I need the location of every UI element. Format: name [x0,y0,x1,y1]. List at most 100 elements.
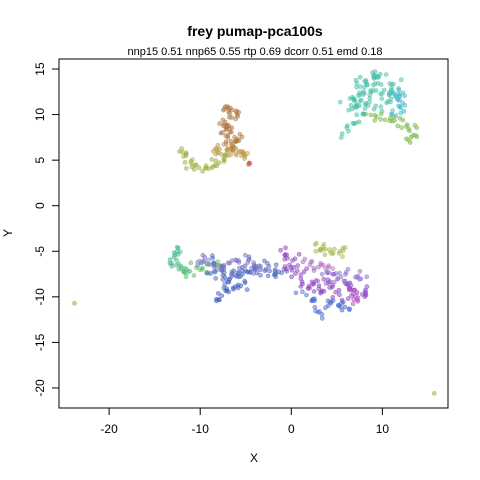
scatter-point [233,139,238,144]
scatter-point [395,97,401,103]
scatter-point [213,276,218,281]
scatter-point [283,245,288,251]
scatter-point [376,75,381,80]
scatter-point [295,263,301,268]
y-tick-label: -10 [33,288,47,306]
scatter-point [402,93,407,99]
scatter-point [167,257,173,262]
scatter-point [408,135,414,140]
scatter-point [332,246,337,252]
x-tick-label: -20 [100,422,118,436]
scatter-point [357,74,363,80]
scatter-point [387,118,393,124]
scatter-point [208,271,213,276]
scatter-point [301,269,307,275]
scatter-point [331,279,337,285]
scatter-point [347,280,352,286]
scatter-point [223,139,229,144]
scatter-point [204,270,209,276]
scatter-point [378,111,384,117]
y-tick-label: 0 [33,202,47,209]
scatter-point [206,257,211,263]
scatter-point [262,258,267,264]
scatter-point [234,153,239,158]
scatter-point [367,92,373,97]
scatter-point [354,297,360,303]
scatter-point [347,307,352,312]
scatter-point [379,96,385,101]
scatter-point [225,104,230,110]
scatter-point [323,281,329,286]
scatter-point [350,291,356,297]
scatter-point [312,304,318,310]
scatter-point [220,272,226,278]
scatter-point [368,112,374,118]
scatter-point [216,297,222,302]
scatter-point [229,125,235,131]
scatter-point [361,111,367,117]
scatter-point [272,267,278,272]
x-axis-label: X [250,451,258,465]
scatter-point [221,107,226,113]
scatter-point [348,102,354,108]
scatter-point [322,252,328,258]
scatter-point [178,265,184,271]
scatter-point [311,289,317,294]
scatter-point [227,114,232,120]
scatter-point [372,118,378,123]
scatter-point [360,92,366,97]
scatter-point [179,146,184,151]
plot-frame [58,58,449,409]
scatter-point [341,278,347,284]
scatter-point [342,304,348,310]
scatter-point [399,125,405,130]
scatter-point [378,104,384,109]
scatter-point [364,284,370,289]
scatter-point [352,287,358,293]
scatter-point [223,127,229,132]
scatter-point [382,117,388,123]
scatter-point [337,292,342,298]
scatter-point [183,274,189,280]
scatter-point [224,147,230,152]
scatter-point [251,260,256,265]
scatter-point [220,130,225,135]
scatter-point [335,276,340,282]
chart-title: frey pumap-pca100s [187,23,323,39]
scatter-point [336,287,342,293]
scatter-point [339,307,345,313]
scatter-point [357,90,362,95]
scatter-point [219,293,224,299]
scatter-point [213,158,219,163]
scatter-point [243,253,248,258]
scatter-point [381,87,387,93]
y-axis-label: Y [1,229,15,237]
scatter-point [196,165,202,170]
scatter-point [191,166,197,172]
scatter-point [233,116,238,122]
scatter-point [267,268,273,274]
scatter-point [306,283,312,289]
scatter-point [234,112,240,117]
scatter-point [350,301,356,307]
scatter-point [404,122,410,127]
scatter-point [235,282,241,288]
scatter-point [326,270,332,276]
scatter-point [370,88,376,93]
scatter-point [184,166,189,171]
scatter-point [354,81,360,86]
scatter-point [174,249,180,254]
scatter-point [407,128,412,133]
scatter-point [251,271,256,276]
y-tick-label: 5 [33,156,47,163]
scatter-point [226,123,231,128]
scatter-point [342,245,348,250]
scatter-point [217,121,222,126]
scatter-point [340,248,346,254]
scatter-point [326,264,331,270]
scatter-point [333,289,339,295]
scatter-point [304,266,309,272]
scatter-point [174,257,179,263]
scatter-point [309,259,315,264]
